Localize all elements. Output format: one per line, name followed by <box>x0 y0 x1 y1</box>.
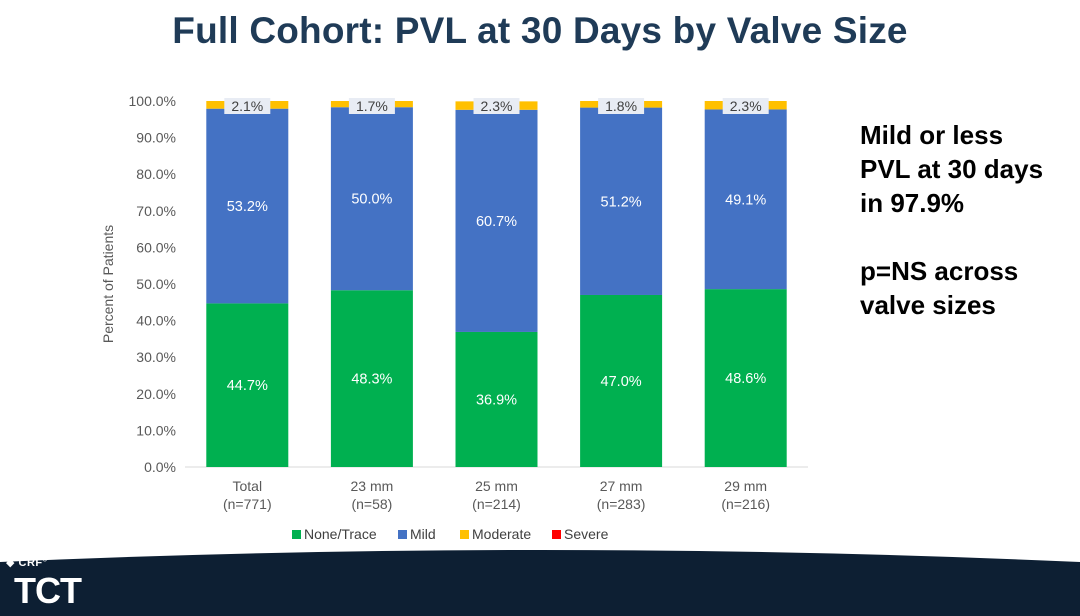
bar-segment <box>704 109 787 290</box>
x-tick-label: 25 mm <box>475 478 518 494</box>
y-tick-label: 70.0% <box>136 203 176 219</box>
footer-band <box>0 550 1080 616</box>
legend-label: Severe <box>564 526 609 542</box>
x-tick-label: (n=216) <box>721 496 770 512</box>
y-tick-label: 30.0% <box>136 349 176 365</box>
y-tick-label: 10.0% <box>136 422 176 438</box>
data-label: 2.3% <box>730 98 762 114</box>
y-tick-label: 40.0% <box>136 313 176 329</box>
data-label: 51.2% <box>601 194 642 210</box>
crf-mark-icon: ◆ <box>6 557 15 569</box>
data-label: 47.0% <box>601 374 642 390</box>
summary-line: Mild or less <box>860 120 1004 150</box>
crf-logo: ◆ CRF® <box>6 557 48 569</box>
x-tick-label: (n=58) <box>351 496 392 512</box>
legend-swatch <box>552 530 561 539</box>
y-tick-label: 50.0% <box>136 276 176 292</box>
data-label-box <box>348 98 395 114</box>
y-axis-title: Percent of Patients <box>100 225 116 343</box>
y-tick-label: 90.0% <box>136 130 176 146</box>
bar-segment <box>455 331 538 467</box>
data-label: 2.3% <box>481 98 513 114</box>
y-tick-label: 60.0% <box>136 239 176 255</box>
bar-segment <box>455 109 538 332</box>
summary-line: p=NS across <box>860 256 1019 286</box>
slide-title: Full Cohort: PVL at 30 Days by Valve Siz… <box>172 10 908 51</box>
y-tick-label: 0.0% <box>144 459 176 475</box>
bar-segment <box>330 290 413 467</box>
data-label: 44.7% <box>227 378 268 394</box>
y-tick-label: 20.0% <box>136 386 176 402</box>
data-label-box <box>598 98 645 114</box>
data-label: 1.7% <box>356 98 388 114</box>
x-tick-label: 23 mm <box>351 478 394 494</box>
data-label: 2.1% <box>231 98 263 114</box>
x-tick-label: (n=771) <box>223 496 272 512</box>
bar-segment <box>580 107 663 295</box>
bar-segment <box>206 108 289 304</box>
data-label: 60.7% <box>476 214 517 230</box>
x-tick-label: 27 mm <box>600 478 643 494</box>
summary-line: in 97.9% <box>860 188 965 218</box>
x-tick-label: (n=283) <box>597 496 646 512</box>
data-label: 36.9% <box>476 392 517 408</box>
bar-segment <box>580 294 663 467</box>
y-tick-label: 100.0% <box>129 93 176 109</box>
x-tick-label: (n=214) <box>472 496 521 512</box>
x-tick-label: 29 mm <box>724 478 767 494</box>
data-label-box <box>722 98 769 114</box>
bar-segment <box>206 303 289 467</box>
legend-swatch <box>292 530 301 539</box>
summary-line: valve sizes <box>860 290 996 320</box>
summary-line: PVL at 30 days <box>860 154 1044 184</box>
data-label: 48.3% <box>351 372 392 388</box>
data-label: 50.0% <box>351 192 392 208</box>
legend-swatch <box>460 530 469 539</box>
data-label-box <box>473 98 520 114</box>
y-tick-label: 80.0% <box>136 166 176 182</box>
data-label-box <box>224 98 271 114</box>
summary-note: Mild or less PVL at 30 days in 97.9% p=N… <box>860 118 1075 322</box>
data-label: 1.8% <box>605 98 637 114</box>
data-label: 48.6% <box>725 371 766 387</box>
x-tick-label: Total <box>233 478 263 494</box>
legend-label: None/Trace <box>304 526 377 542</box>
legend-label: Mild <box>410 526 436 542</box>
data-label: 53.2% <box>227 199 268 215</box>
legend-swatch <box>398 530 407 539</box>
bar-segment <box>704 289 787 467</box>
data-label: 49.1% <box>725 192 766 208</box>
tct-logo: TCT <box>14 570 82 611</box>
legend-label: Moderate <box>472 526 531 542</box>
bar-segment <box>330 107 413 291</box>
